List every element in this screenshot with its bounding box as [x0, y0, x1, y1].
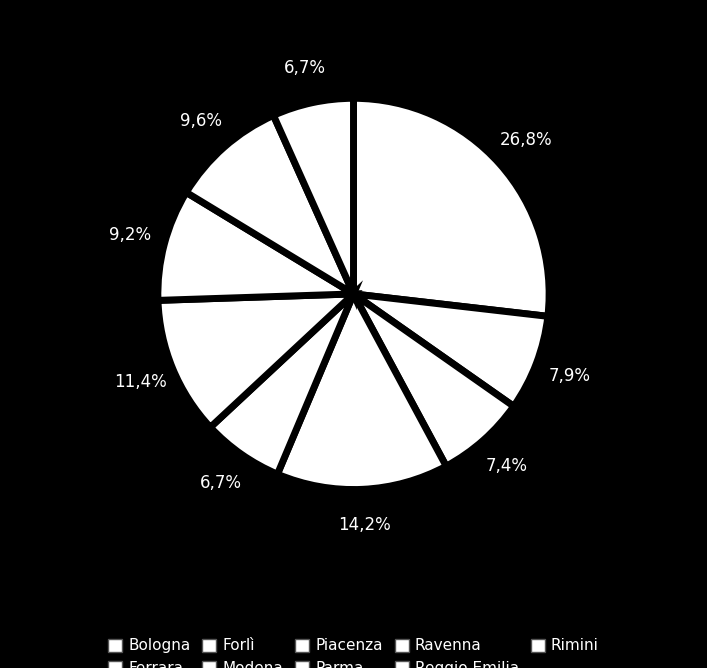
Text: 11,4%: 11,4%: [114, 373, 167, 391]
Text: 9,2%: 9,2%: [109, 226, 151, 244]
Wedge shape: [211, 294, 354, 474]
Text: 6,7%: 6,7%: [200, 474, 243, 492]
Text: 7,9%: 7,9%: [549, 367, 590, 385]
Text: 9,6%: 9,6%: [180, 112, 222, 130]
Wedge shape: [158, 192, 354, 301]
Wedge shape: [158, 294, 354, 428]
Text: 14,2%: 14,2%: [338, 516, 391, 534]
Wedge shape: [277, 294, 446, 490]
Wedge shape: [274, 98, 354, 294]
Text: 26,8%: 26,8%: [500, 132, 552, 150]
Text: 6,7%: 6,7%: [284, 59, 326, 77]
Text: 7,4%: 7,4%: [486, 458, 528, 476]
Wedge shape: [354, 98, 549, 317]
Wedge shape: [354, 294, 548, 406]
Wedge shape: [186, 116, 354, 294]
Wedge shape: [354, 294, 514, 466]
Legend: Bologna, Ferrara, Forlì, Modena, Piacenza, Parma, Ravenna, Reggio Emilia, Rimini: Bologna, Ferrara, Forlì, Modena, Piacenz…: [103, 634, 604, 668]
